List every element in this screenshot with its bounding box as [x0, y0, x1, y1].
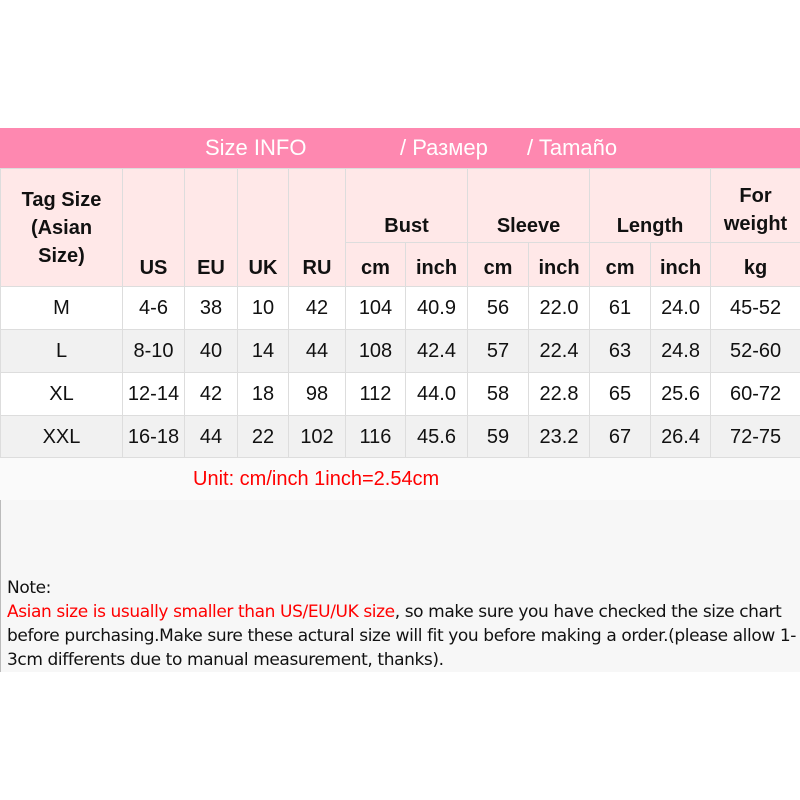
table-cell: 52-60 — [710, 329, 800, 373]
table-cell: 65 — [589, 372, 652, 416]
table-cell: 45.6 — [404, 415, 469, 459]
table-cell: 26.4 — [650, 415, 712, 459]
table-cell: 44 — [288, 329, 346, 373]
table-cell: 108 — [345, 329, 406, 373]
note-area — [0, 500, 800, 672]
header-sleeve-cm: cm — [467, 242, 530, 287]
table-cell: 22.4 — [528, 329, 591, 373]
title-es: / Tamaño — [527, 135, 618, 160]
header-bust: Bust — [344, 168, 469, 243]
title-en: Size INFO — [205, 135, 307, 160]
table-cell: 24.0 — [650, 286, 712, 330]
note-highlight: Asian size is usually smaller than US/EU… — [7, 602, 395, 622]
table-cell: M — [0, 286, 123, 330]
table-cell: 12-14 — [122, 372, 185, 416]
note-label: Note: — [7, 578, 51, 598]
table-cell: 25.6 — [650, 372, 712, 416]
table-cell: 98 — [288, 372, 346, 416]
table-cell: 40 — [184, 329, 238, 373]
header-length-inch: inch — [650, 242, 712, 287]
header-sleeve: Sleeve — [467, 168, 591, 243]
header-weight: For weight — [710, 168, 800, 243]
table-cell: 22.0 — [528, 286, 591, 330]
table-row: XXL 16-18 44 22 102 116 45.6 59 23.2 67 26.4 72-75 — [0, 415, 800, 459]
table-cell: 61 — [589, 286, 652, 330]
header-tag-size: Tag Size (Asian Size) — [0, 168, 123, 287]
header-bust-cm: cm — [345, 242, 406, 287]
table-cell: 14 — [237, 329, 289, 373]
header-bust-inch: inch — [404, 242, 469, 287]
table-cell: 112 — [345, 372, 406, 416]
unit-row: Unit: cm/inch 1inch=2.54cm — [0, 457, 800, 502]
table-cell: 4-6 — [122, 286, 185, 330]
size-table: Tag Size (Asian Size) US EU UK RU Bust S… — [0, 168, 800, 459]
table-cell: 44 — [184, 415, 238, 459]
header-sleeve-inch: inch — [528, 242, 591, 287]
table-cell: 59 — [467, 415, 530, 459]
table-row: XL 12-14 42 18 98 112 44.0 58 22.8 65 25.6 60-72 — [0, 372, 800, 416]
table-cell: 18 — [237, 372, 289, 416]
table-cell: XL — [0, 372, 123, 416]
table-cell: 67 — [589, 415, 652, 459]
table-cell: 10 — [237, 286, 289, 330]
title-bar: Size INFO / Размер / Tamaño — [0, 128, 800, 168]
header-weight-kg: kg — [710, 242, 800, 287]
table-cell: 58 — [467, 372, 530, 416]
header-length: Length — [589, 168, 712, 243]
table-cell: 42 — [288, 286, 346, 330]
title-ru: / Размер — [400, 135, 488, 160]
table-cell: 23.2 — [528, 415, 591, 459]
table-cell: 102 — [288, 415, 346, 459]
table-cell: 72-75 — [710, 415, 800, 459]
table-cell: 38 — [184, 286, 238, 330]
table-cell: 42 — [184, 372, 238, 416]
table-cell: 56 — [467, 286, 530, 330]
table-cell: XXL — [0, 415, 123, 459]
header-ru: RU — [288, 168, 346, 287]
table-cell: L — [0, 329, 123, 373]
table-cell: 57 — [467, 329, 530, 373]
table-cell: 116 — [345, 415, 406, 459]
table-cell: 40.9 — [404, 286, 469, 330]
table-cell: 8-10 — [122, 329, 185, 373]
table-row: M 4-6 38 10 42 104 40.9 56 22.0 61 24.0 45-52 — [0, 286, 800, 330]
header-eu: EU — [184, 168, 238, 287]
header-length-cm: cm — [589, 242, 652, 287]
table-cell: 22 — [237, 415, 289, 459]
note-text: , so make sure you have checked the size… — [7, 602, 796, 670]
table-row: L 8-10 40 14 44 108 42.4 57 22.4 63 24.8 52-60 — [0, 329, 800, 373]
header-uk: UK — [237, 168, 289, 287]
header-us: US — [122, 168, 185, 287]
table-cell: 22.8 — [528, 372, 591, 416]
unit-text: Unit: cm/inch 1inch=2.54cm — [193, 468, 440, 490]
table-cell: 63 — [589, 329, 652, 373]
table-cell: 104 — [345, 286, 406, 330]
table-cell: 42.4 — [404, 329, 469, 373]
table-cell: 16-18 — [122, 415, 185, 459]
note: Note: Asian size is usually smaller than… — [7, 576, 800, 672]
table-cell: 24.8 — [650, 329, 712, 373]
table-cell: 60-72 — [710, 372, 800, 416]
table-cell: 44.0 — [404, 372, 469, 416]
table-cell: 45-52 — [710, 286, 800, 330]
